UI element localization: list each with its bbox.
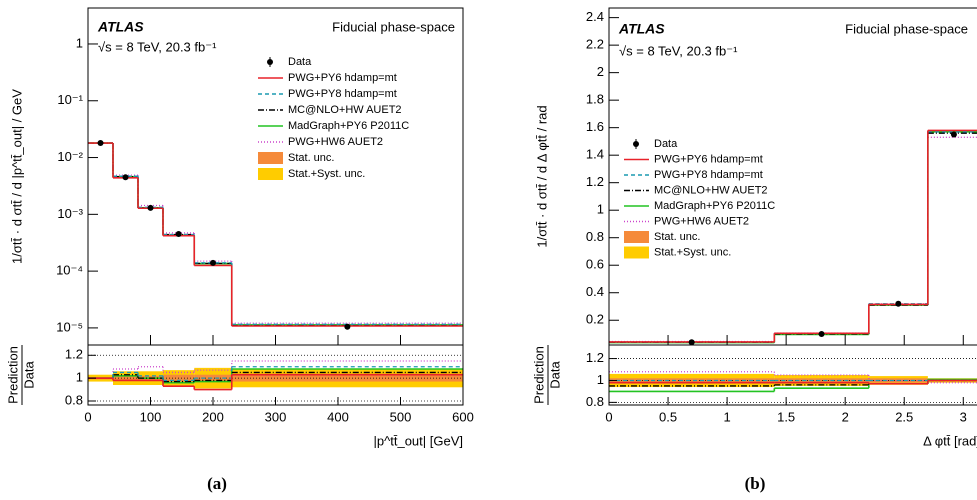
atlas-label: ATLAS bbox=[97, 19, 144, 35]
y-tick-label: 10⁻² bbox=[57, 149, 83, 164]
y-tick-label: 10⁻⁵ bbox=[56, 319, 83, 334]
y-tick-label: 0.2 bbox=[586, 312, 604, 327]
ratio-frame bbox=[608, 344, 977, 406]
x-tick-label: 100 bbox=[140, 409, 162, 424]
legend-swatch bbox=[258, 152, 283, 164]
x-tick-label: 0.5 bbox=[659, 409, 677, 424]
x-tick-label: 3 bbox=[960, 409, 967, 424]
plot-area bbox=[88, 140, 463, 402]
uncertainty-band bbox=[194, 374, 232, 382]
y-tick-label: 1 bbox=[76, 35, 83, 50]
x-tick-label: 0 bbox=[84, 409, 91, 424]
ratio-y-tick-label: 1.2 bbox=[65, 347, 83, 362]
legend-label: MC@NLO+HW AUET2 bbox=[654, 184, 768, 196]
y-tick-label: 10⁻⁴ bbox=[56, 263, 83, 278]
legend-label: PWG+PY8 hdamp=mt bbox=[654, 169, 763, 181]
data-point bbox=[950, 131, 957, 138]
ratio-y-label: Prediction bbox=[531, 346, 546, 404]
legend-label: MadGraph+PY6 P2011C bbox=[654, 200, 775, 212]
data-point bbox=[344, 323, 351, 330]
y-tick-label: 0.4 bbox=[586, 284, 604, 299]
ratio-y-label: Data bbox=[547, 361, 562, 389]
atlas-label: ATLAS bbox=[618, 21, 665, 37]
data-point bbox=[122, 174, 129, 181]
x-tick-label: 0 bbox=[605, 409, 612, 424]
data-point bbox=[895, 300, 902, 307]
uncertainty-band bbox=[231, 374, 463, 382]
ratio-y-label: Prediction bbox=[5, 346, 20, 404]
energy-label: √s = 8 TeV, 20.3 fb⁻¹ bbox=[98, 39, 217, 54]
legend-label: PWG+PY6 hdamp=mt bbox=[288, 72, 397, 84]
uncertainty-band bbox=[774, 378, 869, 383]
legend-label: Data bbox=[288, 56, 312, 68]
legend-label: MadGraph+PY6 P2011C bbox=[288, 120, 409, 132]
y-tick-label: 1.8 bbox=[586, 92, 604, 107]
x-tick-label: 300 bbox=[265, 409, 287, 424]
x-tick-label: 1.5 bbox=[777, 409, 795, 424]
ratio-y-tick-label: 1.2 bbox=[586, 350, 604, 365]
y-tick-label: 1 bbox=[597, 202, 604, 217]
x-axis-label: Δ φtt̄ [rad] bbox=[923, 433, 977, 448]
legend-label: Stat.+Syst. unc. bbox=[288, 168, 365, 180]
legend-label: PWG+HW6 AUET2 bbox=[288, 136, 383, 148]
legend-label: Stat.+Syst. unc. bbox=[654, 246, 731, 258]
plot-area bbox=[609, 129, 977, 403]
x-tick-label: 2 bbox=[842, 409, 849, 424]
y-tick-label: 2.2 bbox=[586, 37, 604, 52]
x-tick-label: 400 bbox=[327, 409, 349, 424]
caption: (b) bbox=[745, 474, 766, 493]
legend-label: MC@NLO+HW AUET2 bbox=[288, 104, 402, 116]
ratio-y-tick-label: 0.8 bbox=[65, 392, 83, 407]
ratio-y-tick-label: 1 bbox=[597, 372, 604, 387]
caption: (a) bbox=[207, 474, 227, 493]
x-tick-label: 600 bbox=[452, 409, 474, 424]
y-tick-label: 1.4 bbox=[586, 147, 604, 162]
region-label: Fiducial phase-space bbox=[332, 19, 455, 34]
data-point bbox=[210, 259, 216, 266]
data-point bbox=[818, 330, 825, 337]
y-tick-label: 2 bbox=[597, 64, 604, 79]
legend-label: Data bbox=[654, 138, 678, 150]
x-tick-label: 500 bbox=[390, 409, 412, 424]
legend-label: PWG+PY6 hdamp=mt bbox=[654, 153, 763, 165]
data-point bbox=[97, 140, 104, 147]
y-tick-label: 10⁻¹ bbox=[57, 92, 83, 107]
ratio-y-label: Data bbox=[21, 361, 36, 389]
data-point bbox=[175, 231, 182, 238]
ratio-y-tick-label: 1 bbox=[76, 370, 83, 385]
uncertainty-band bbox=[113, 375, 138, 381]
y-tick-label: 1.2 bbox=[586, 174, 604, 189]
legend-label: PWG+PY8 hdamp=mt bbox=[288, 88, 397, 100]
y-axis-label: 1/σtt̄ · d σtt̄ / d Δ φtt̄ / rad bbox=[534, 105, 549, 247]
data-point bbox=[147, 204, 154, 211]
legend-label: PWG+HW6 AUET2 bbox=[654, 215, 749, 227]
y-tick-label: 10⁻³ bbox=[57, 206, 83, 221]
energy-label: √s = 8 TeV, 20.3 fb⁻¹ bbox=[619, 43, 738, 58]
uncertainty-band bbox=[609, 378, 775, 383]
legend-swatch bbox=[624, 231, 649, 243]
x-tick-label: 200 bbox=[202, 409, 224, 424]
legend-swatch bbox=[258, 168, 283, 180]
x-tick-label: 2.5 bbox=[895, 409, 913, 424]
y-tick-label: 0.6 bbox=[586, 257, 604, 272]
y-axis-label: 1/σtt̄ · d σtt̄ / d |p^tt̄_out| / GeV bbox=[9, 89, 24, 264]
data-point bbox=[688, 339, 695, 346]
region-label: Fiducial phase-space bbox=[845, 21, 968, 36]
ratio-y-tick-label: 0.8 bbox=[586, 394, 604, 409]
y-tick-label: 2.4 bbox=[586, 9, 604, 24]
y-tick-label: 0.8 bbox=[586, 229, 604, 244]
legend-label: Stat. unc. bbox=[288, 152, 334, 164]
x-tick-label: 1 bbox=[723, 409, 730, 424]
legend-label: Stat. unc. bbox=[654, 231, 700, 243]
panel: 0.8 1 1.2 0.2 0.4 0.6 0.8 1 1.2 1.4 1.6 1.8 2 2.2 2.4 0… bbox=[531, 7, 977, 493]
legend-swatch bbox=[624, 246, 649, 259]
x-axis-label: |p^tt̄_out| [GeV] bbox=[374, 433, 463, 448]
y-tick-label: 1.6 bbox=[586, 119, 604, 134]
panel: 0.8 1 1.2 10⁻⁵ 10⁻⁴ 10⁻³ 10⁻² 10⁻¹ 1 0 100 200 300 40… bbox=[5, 7, 474, 493]
